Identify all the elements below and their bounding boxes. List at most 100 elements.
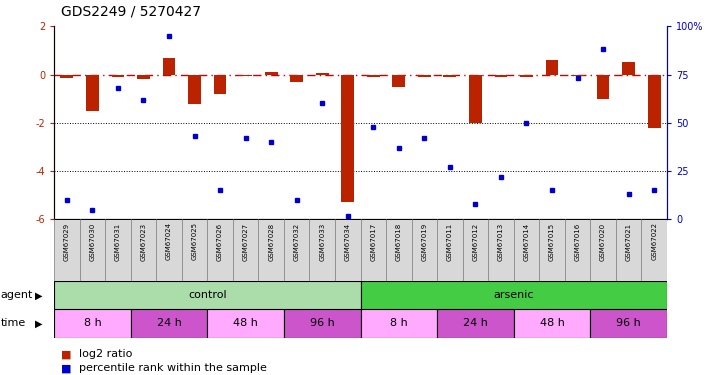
Text: GSM67030: GSM67030 (89, 222, 95, 261)
Bar (156, 219, 182, 281)
Text: GSM67016: GSM67016 (575, 222, 580, 261)
Bar (105, 219, 131, 281)
Bar (208, 309, 284, 338)
Bar (520, 75, 533, 77)
Bar (291, 75, 303, 82)
Bar (284, 309, 360, 338)
Bar (463, 219, 488, 281)
Text: GSM67015: GSM67015 (549, 222, 555, 261)
Text: arsenic: arsenic (493, 290, 534, 300)
Text: GSM67019: GSM67019 (421, 222, 428, 261)
Bar (163, 58, 175, 75)
Text: GSM67033: GSM67033 (319, 222, 325, 261)
Text: GSM67014: GSM67014 (523, 222, 529, 261)
Text: GSM67029: GSM67029 (64, 222, 70, 261)
Text: GSM67022: GSM67022 (651, 222, 657, 261)
Text: GSM67023: GSM67023 (141, 222, 146, 261)
Bar (367, 75, 380, 77)
Text: 96 h: 96 h (310, 318, 335, 328)
Bar (565, 219, 590, 281)
Bar (642, 219, 667, 281)
Text: 24 h: 24 h (156, 318, 182, 328)
Bar (488, 219, 514, 281)
Bar (392, 75, 405, 87)
Bar (437, 309, 513, 338)
Text: GSM67018: GSM67018 (396, 222, 402, 261)
Bar (418, 75, 430, 77)
Bar (182, 219, 208, 281)
Bar (597, 75, 609, 99)
Bar (360, 309, 437, 338)
Bar (513, 309, 590, 338)
Text: GSM67021: GSM67021 (626, 222, 632, 261)
Bar (284, 219, 309, 281)
Bar (360, 219, 386, 281)
Bar (309, 219, 335, 281)
Text: percentile rank within the sample: percentile rank within the sample (79, 363, 267, 373)
Bar (571, 75, 584, 76)
Text: GSM67024: GSM67024 (166, 222, 172, 261)
Bar (316, 74, 329, 75)
Text: agent: agent (1, 290, 33, 300)
Bar (539, 219, 565, 281)
Text: ▶: ▶ (35, 318, 42, 328)
Bar (86, 75, 99, 111)
Text: log2 ratio: log2 ratio (79, 350, 133, 359)
Text: ▶: ▶ (35, 290, 42, 300)
Bar (335, 219, 360, 281)
Bar (469, 75, 482, 123)
Bar (258, 219, 284, 281)
Text: control: control (188, 290, 226, 300)
Bar (590, 309, 667, 338)
Text: time: time (1, 318, 26, 328)
Text: GSM67027: GSM67027 (242, 222, 249, 261)
Text: ■: ■ (61, 350, 72, 359)
Text: GSM67032: GSM67032 (293, 222, 300, 261)
Bar (647, 75, 660, 128)
Text: GSM67017: GSM67017 (371, 222, 376, 261)
Text: GSM67012: GSM67012 (472, 222, 479, 261)
Bar (54, 219, 79, 281)
Text: GSM67028: GSM67028 (268, 222, 274, 261)
Bar (386, 219, 412, 281)
Bar (137, 75, 150, 80)
Text: GSM67026: GSM67026 (217, 222, 223, 261)
Bar (341, 75, 354, 202)
Bar (208, 219, 233, 281)
Text: 96 h: 96 h (616, 318, 641, 328)
Bar (443, 75, 456, 77)
Bar (131, 309, 208, 338)
Bar (188, 75, 201, 104)
Bar (265, 72, 278, 75)
Bar (131, 219, 156, 281)
Bar (437, 219, 463, 281)
Bar (61, 75, 74, 78)
Text: GSM67020: GSM67020 (600, 222, 606, 261)
Text: 8 h: 8 h (390, 318, 407, 328)
Bar (360, 281, 667, 309)
Text: GDS2249 / 5270427: GDS2249 / 5270427 (61, 5, 201, 19)
Text: ■: ■ (61, 363, 72, 373)
Bar (546, 60, 558, 75)
Text: GSM67025: GSM67025 (192, 222, 198, 261)
Bar (54, 281, 360, 309)
Text: GSM67031: GSM67031 (115, 222, 121, 261)
Bar (233, 219, 258, 281)
Text: 8 h: 8 h (84, 318, 101, 328)
Bar (79, 219, 105, 281)
Bar (590, 219, 616, 281)
Text: 24 h: 24 h (463, 318, 488, 328)
Bar (112, 75, 124, 77)
Bar (239, 75, 252, 76)
Bar (513, 219, 539, 281)
Text: GSM67013: GSM67013 (498, 222, 504, 261)
Bar (622, 63, 635, 75)
Bar (412, 219, 437, 281)
Text: GSM67034: GSM67034 (345, 222, 350, 261)
Bar (495, 75, 508, 77)
Bar (616, 219, 642, 281)
Text: GSM67011: GSM67011 (447, 222, 453, 261)
Bar (213, 75, 226, 94)
Text: 48 h: 48 h (539, 318, 565, 328)
Bar (54, 309, 131, 338)
